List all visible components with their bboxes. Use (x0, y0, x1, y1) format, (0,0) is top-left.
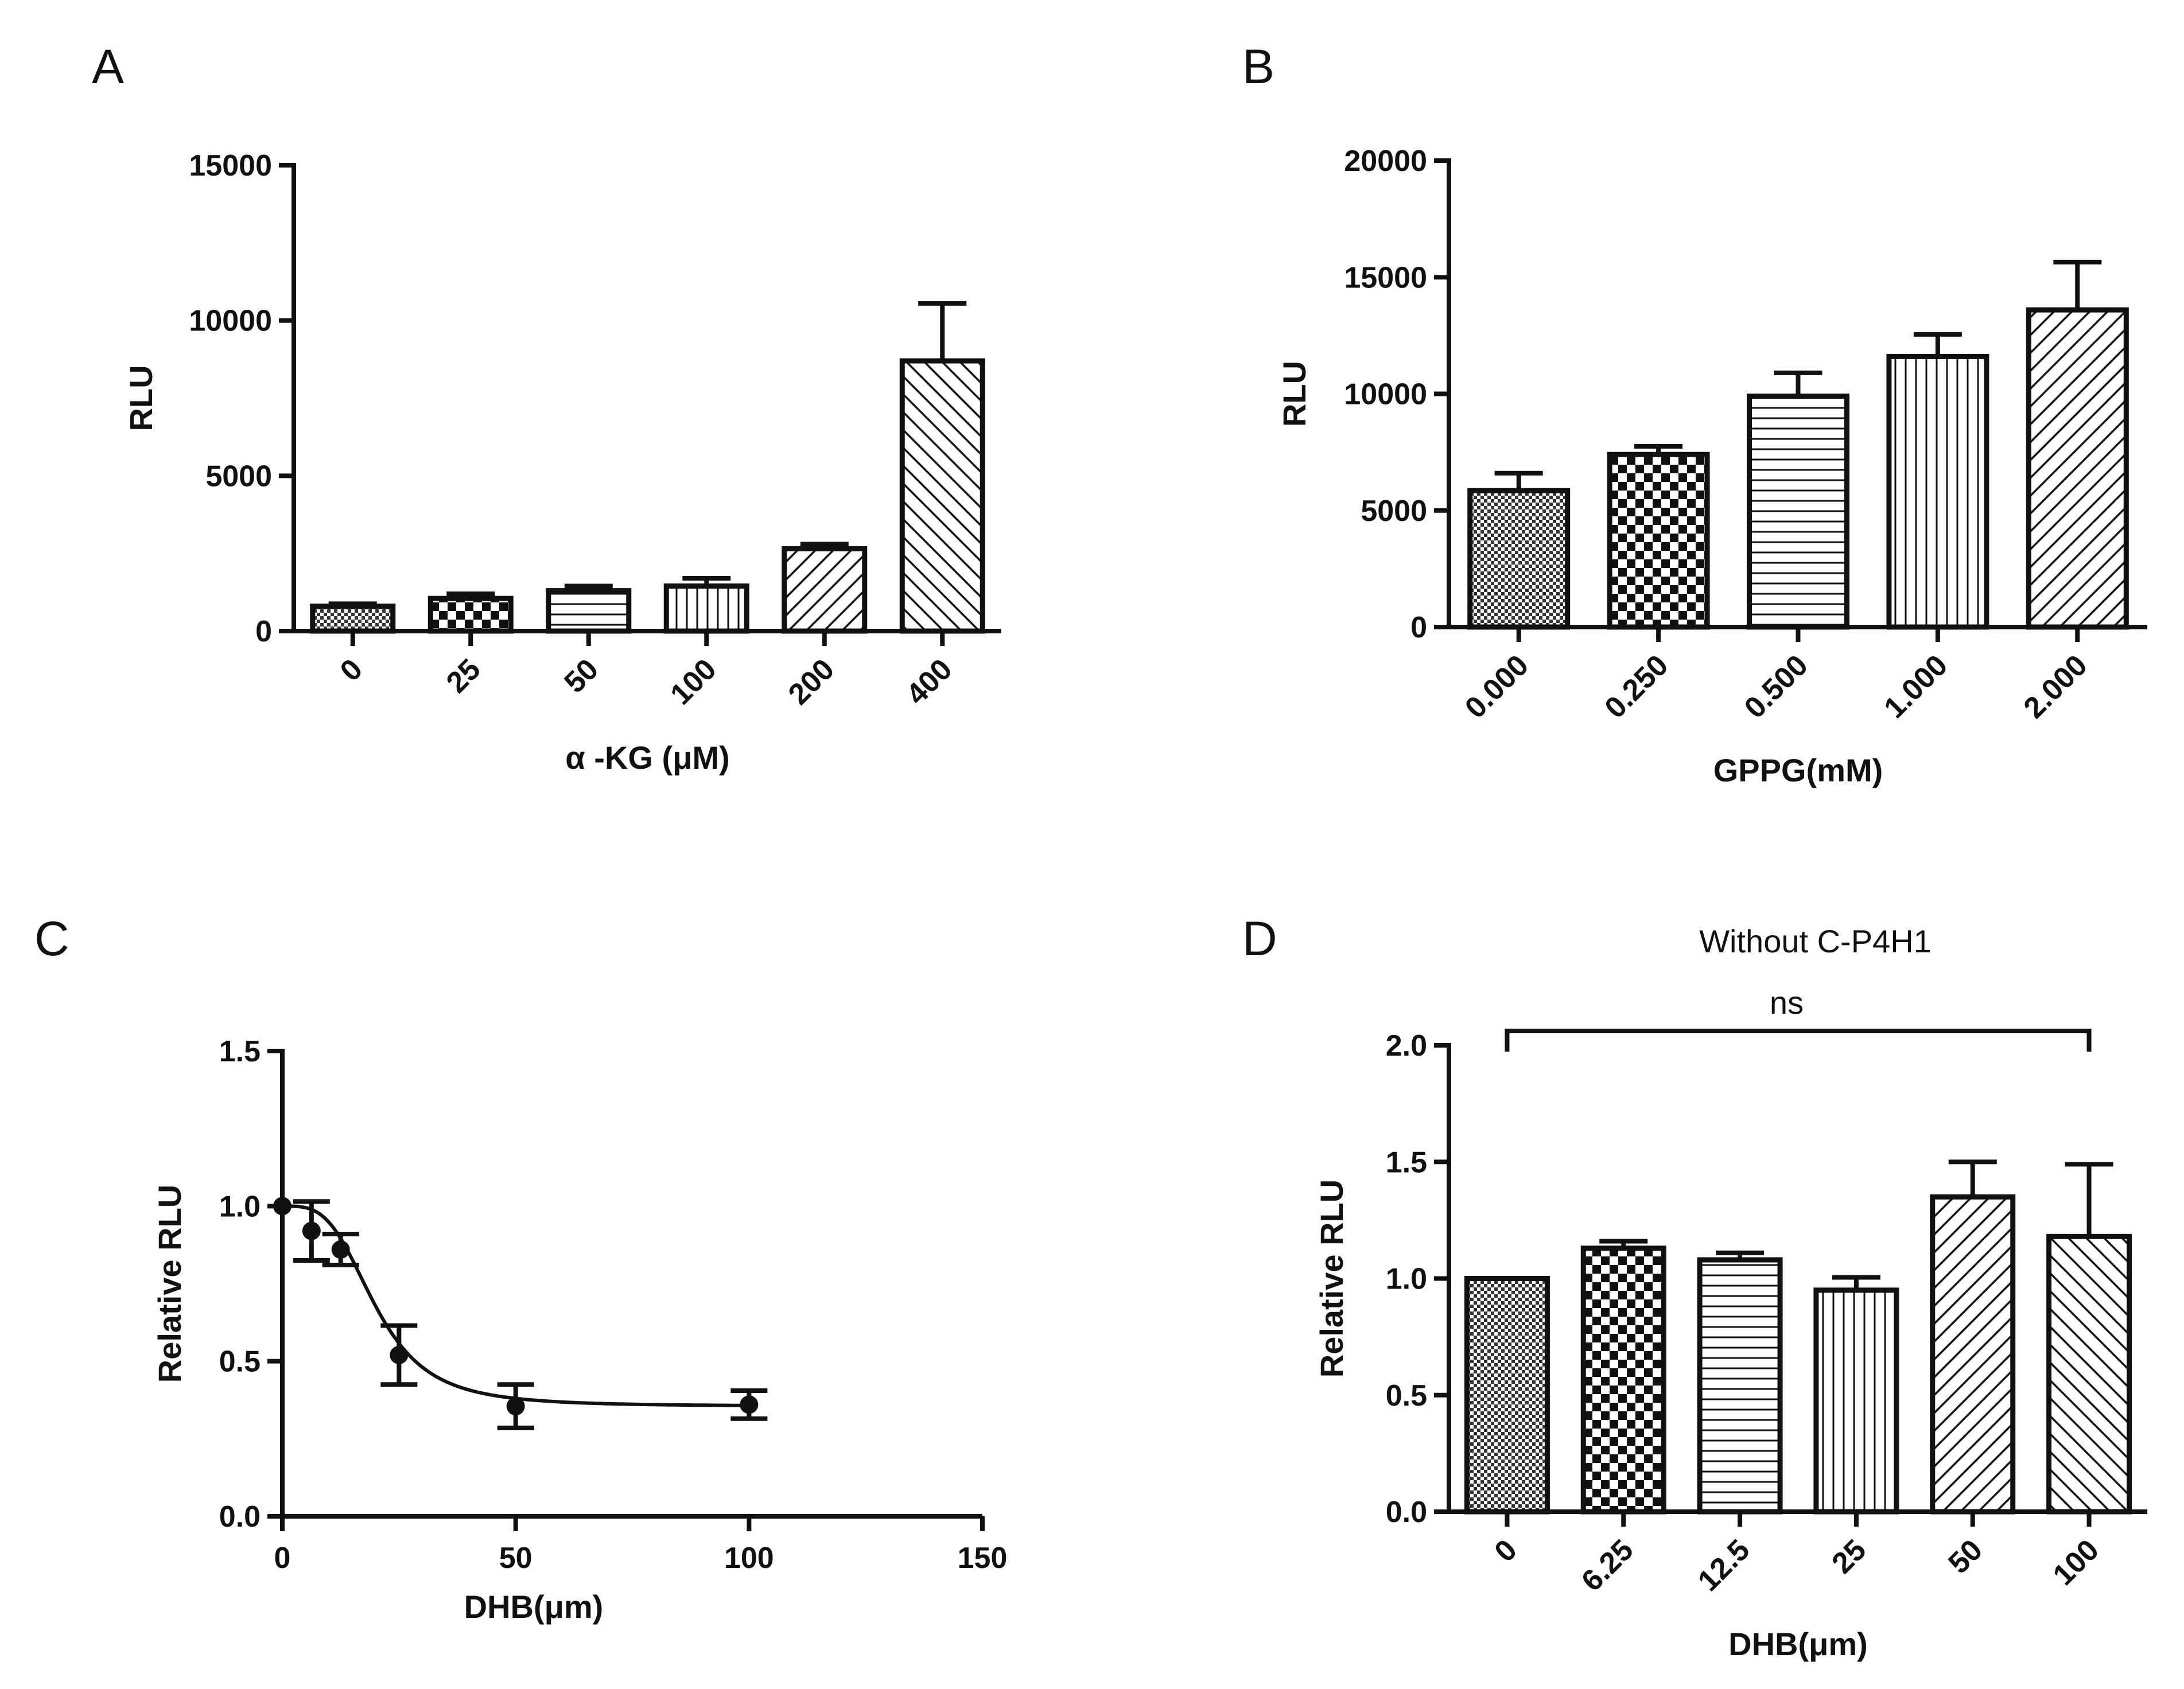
x-tick-label: 0 (274, 1542, 291, 1575)
y-tick-label: 0 (255, 615, 272, 648)
significance-label: ns (1770, 984, 1804, 1021)
x-tick-label: 50 (1942, 1533, 1989, 1580)
y-tick-label: 5000 (1361, 495, 1427, 528)
y-axis-title: Relative RLU (151, 1185, 188, 1383)
panel-letter-b: B (1242, 40, 1274, 94)
y-tick-label: 0.5 (219, 1345, 261, 1379)
y-tick-label: 0.0 (219, 1500, 261, 1534)
significance-bracket (1505, 1029, 2092, 1052)
bar-2.000 (2026, 307, 2129, 630)
y-tick-label: 10000 (189, 305, 272, 338)
x-tick-label: 400 (900, 652, 958, 711)
bar-1.000 (1886, 353, 1989, 630)
bar-0.500 (1747, 394, 1849, 630)
x-tick-label: 0.250 (1599, 648, 1675, 725)
panel-c: 0.0 0.5 1.0 1.5 Relative RLU 0 50 100 150 DHB(μm) (151, 1035, 1007, 1625)
bar-0 (1464, 1276, 1550, 1515)
y-tick-label: 0.0 (1386, 1496, 1427, 1529)
x-tick-label: 50 (558, 652, 605, 699)
x-axis-title: α -KG (μM) (565, 740, 729, 776)
data-point-1 (302, 1221, 321, 1240)
x-tick-label: 1.000 (1878, 648, 1954, 725)
panel-a: 0 5000 10000 15000 RLU 0 25 50 100 200 400 α -KG (μ… (123, 149, 1001, 776)
x-axis-title: DHB(μm) (1728, 1626, 1868, 1662)
bar-50 (1930, 1194, 2016, 1515)
bar-100 (2046, 1233, 2132, 1515)
y-tick-label: 0.5 (1386, 1379, 1427, 1412)
panel-letter-d: D (1242, 912, 1277, 966)
x-tick-label: 0 (1488, 1533, 1523, 1568)
x-tick-label: 2.000 (2018, 648, 2094, 725)
y-tick-label: 1.0 (1386, 1263, 1427, 1296)
y-tick-label: 15000 (189, 149, 272, 182)
x-axis-title: DHB(μm) (464, 1589, 604, 1625)
panel-d: 0.0 0.5 1.0 1.5 2.0 Relative RLU 0 6.25 12.5 25 50… (1313, 923, 2147, 1662)
x-tick-label: 12.5 (1692, 1533, 1756, 1598)
x-tick-label: 6.25 (1575, 1533, 1640, 1598)
bar-0 (310, 604, 396, 634)
x-tick-label: 0.500 (1738, 648, 1814, 725)
bar-12.5 (1697, 1257, 1783, 1515)
x-tick-label: 25 (440, 652, 487, 699)
x-tick-label: 100 (664, 652, 722, 711)
x-tick-label: 0.000 (1459, 648, 1535, 725)
x-tick-label: 200 (782, 652, 841, 711)
y-tick-label: 0 (1410, 611, 1427, 644)
bar-25 (428, 596, 514, 634)
bar-50 (546, 588, 632, 634)
y-axis-title: RLU (1276, 361, 1312, 427)
x-axis-title: GPPG(mM) (1713, 752, 1883, 788)
y-tick-label: 1.5 (219, 1035, 261, 1068)
y-tick-label: 5000 (205, 460, 272, 493)
data-point-0 (273, 1197, 292, 1216)
x-tick-label: 0 (334, 652, 369, 687)
data-point-3 (390, 1345, 409, 1364)
y-tick-label: 1.5 (1386, 1146, 1427, 1179)
bar-25 (1813, 1287, 1899, 1515)
y-tick-label: 15000 (1344, 261, 1427, 294)
y-axis-title: RLU (123, 365, 159, 431)
panel-letter-a: A (92, 40, 124, 94)
data-point-2 (331, 1240, 350, 1259)
y-tick-label: 1.0 (219, 1190, 261, 1223)
bar-0.250 (1607, 452, 1710, 630)
x-tick-label: 25 (1825, 1533, 1872, 1580)
x-tick-label: 100 (2047, 1533, 2105, 1591)
chart-title: Without C-P4H1 (1699, 923, 1932, 959)
bar-200 (782, 546, 868, 634)
bar-0.000 (1467, 488, 1571, 630)
x-tick-label: 100 (724, 1542, 774, 1575)
data-point-4 (506, 1397, 525, 1416)
panel-letter-c: C (34, 912, 69, 966)
panel-b: 0 5000 10000 15000 20000 RLU 0.000 0.250 0.500 1.… (1276, 145, 2147, 788)
y-tick-label: 20000 (1344, 145, 1427, 178)
y-axis-title: Relative RLU (1313, 1180, 1350, 1377)
x-tick-label: 150 (958, 1542, 1008, 1575)
bar-100 (663, 583, 749, 634)
bar-6.25 (1580, 1246, 1666, 1515)
x-tick-label: 50 (499, 1542, 533, 1575)
y-tick-label: 10000 (1344, 378, 1427, 411)
data-point-5 (740, 1395, 759, 1414)
bar-400 (899, 358, 985, 634)
y-tick-label: 2.0 (1386, 1029, 1427, 1063)
